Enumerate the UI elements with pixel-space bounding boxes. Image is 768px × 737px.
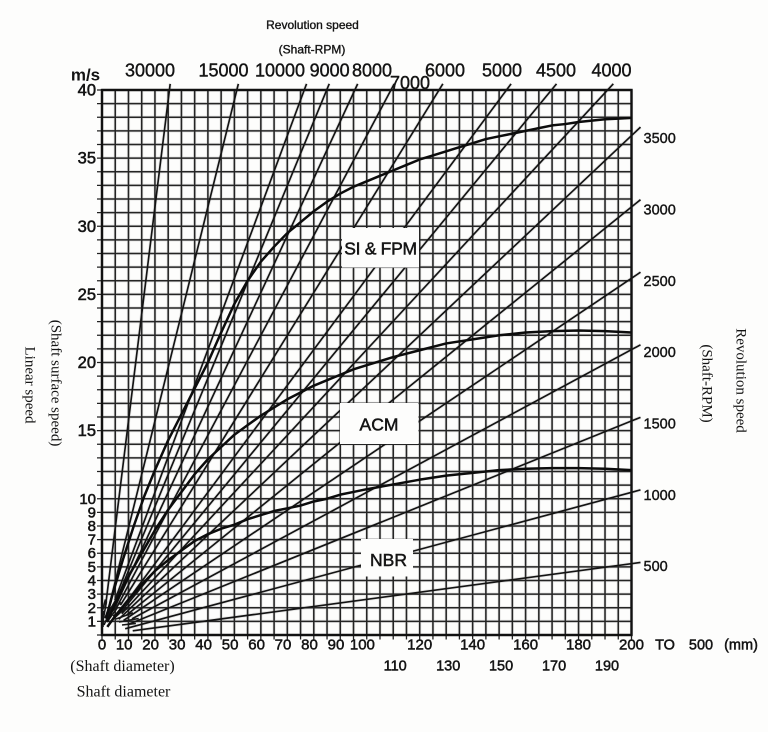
svg-text:4: 4 <box>88 573 96 590</box>
svg-text:ACM: ACM <box>360 415 399 435</box>
svg-text:2500: 2500 <box>644 274 676 290</box>
svg-text:130: 130 <box>436 659 460 675</box>
svg-text:140: 140 <box>460 637 485 654</box>
svg-text:190: 190 <box>595 659 619 675</box>
svg-text:Linear speed: Linear speed <box>22 346 38 424</box>
svg-text:(mm): (mm) <box>724 638 758 654</box>
svg-text:(Shaft-RPM): (Shaft-RPM) <box>279 43 346 57</box>
svg-text:2: 2 <box>88 600 96 617</box>
svg-text:120: 120 <box>407 637 432 654</box>
svg-text:6000: 6000 <box>425 61 465 81</box>
svg-text:40: 40 <box>195 637 212 654</box>
svg-text:30: 30 <box>78 218 96 236</box>
svg-text:m/s: m/s <box>71 66 100 85</box>
svg-text:3: 3 <box>88 586 96 603</box>
svg-text:Revolution speed: Revolution speed <box>733 328 749 433</box>
svg-text:10: 10 <box>79 491 96 508</box>
svg-text:180: 180 <box>566 637 591 654</box>
svg-text:170: 170 <box>542 659 566 675</box>
svg-text:50: 50 <box>222 637 239 654</box>
svg-text:7000: 7000 <box>390 73 430 93</box>
svg-text:TO: TO <box>655 638 675 654</box>
svg-text:8: 8 <box>88 518 96 535</box>
svg-text:6: 6 <box>88 545 96 562</box>
svg-text:15: 15 <box>78 422 96 440</box>
svg-text:4000: 4000 <box>591 61 631 81</box>
svg-text:5: 5 <box>88 559 96 576</box>
svg-text:5000: 5000 <box>482 61 522 81</box>
svg-text:1000: 1000 <box>644 488 676 504</box>
svg-text:80: 80 <box>301 637 318 654</box>
svg-text:200: 200 <box>619 637 644 654</box>
svg-text:1500: 1500 <box>644 417 676 433</box>
svg-text:25: 25 <box>78 286 96 304</box>
svg-text:2000: 2000 <box>644 345 676 361</box>
svg-text:20: 20 <box>78 354 96 372</box>
svg-text:3000: 3000 <box>644 203 676 219</box>
svg-text:15000: 15000 <box>198 61 248 81</box>
svg-text:8000: 8000 <box>352 61 392 81</box>
svg-text:70: 70 <box>275 637 292 654</box>
svg-text:0: 0 <box>98 637 106 654</box>
svg-text:Shaft diameter: Shaft diameter <box>77 684 171 701</box>
svg-text:10000: 10000 <box>255 61 305 81</box>
svg-text:10: 10 <box>116 637 133 654</box>
svg-text:500: 500 <box>644 559 668 575</box>
svg-text:(Shaft surface speed): (Shaft surface speed) <box>48 320 64 447</box>
svg-text:100: 100 <box>350 637 375 654</box>
svg-text:500: 500 <box>689 638 713 654</box>
svg-text:35: 35 <box>78 150 96 168</box>
svg-text:3500: 3500 <box>644 131 676 147</box>
svg-text:(Shaft-RPM): (Shaft-RPM) <box>699 344 715 422</box>
svg-text:4500: 4500 <box>536 61 576 81</box>
svg-text:110: 110 <box>384 659 407 675</box>
svg-text:(Shaft diameter): (Shaft diameter) <box>70 658 174 675</box>
svg-text:SI & FPM: SI & FPM <box>344 239 416 259</box>
svg-text:150: 150 <box>489 659 513 675</box>
svg-text:60: 60 <box>248 637 265 654</box>
svg-text:1: 1 <box>88 613 96 630</box>
svg-text:NBR: NBR <box>370 550 407 570</box>
svg-text:30000: 30000 <box>125 61 175 81</box>
svg-text:40: 40 <box>78 82 96 100</box>
svg-text:90: 90 <box>328 637 345 654</box>
svg-text:30: 30 <box>169 637 186 654</box>
svg-text:Revolution speed: Revolution speed <box>266 18 359 32</box>
svg-text:9: 9 <box>88 504 96 521</box>
svg-text:20: 20 <box>142 637 159 654</box>
svg-text:7: 7 <box>88 532 96 549</box>
svg-text:9000: 9000 <box>310 61 350 81</box>
svg-text:160: 160 <box>513 637 538 654</box>
